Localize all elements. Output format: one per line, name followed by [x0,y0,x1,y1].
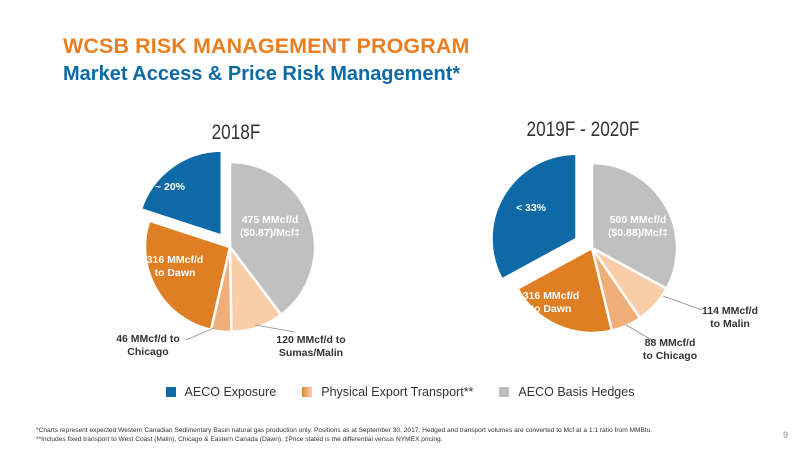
chart-title: 2018F [212,122,261,145]
legend-label: AECO Exposure [184,385,277,399]
pie-slice [228,160,317,317]
slice-label: 500 MMcf/d ($0.88)/Mcf‡ [608,214,668,239]
slice-label: 46 MMcf/d to Chicago [116,333,180,358]
slice-label: 120 MMcf/d to Sumas/Malin [276,334,345,359]
footnote-1: *Charts represent expected Western Canad… [36,427,653,434]
slide-subtitle: Market Access & Price Risk Management* [63,63,461,85]
pie-slice [590,161,679,291]
pie-slice [143,219,232,332]
legend-item-3: AECO Basis Hedges [499,385,634,399]
pie-chart-1: 2018F 475 MMcf/d ($0.87)/Mcf‡ 120 MMcf/d to… [116,122,346,359]
pie-chart-2: 2019F - 2020F 500 MMcf/d ($0.88)/Mcf‡ 114 M… [490,119,758,362]
slice-label: 316 MMcf/d to Dawn [147,254,204,279]
legend-label: Physical Export Transport** [321,385,474,399]
slice-label: 475 MMcf/d ($0.87)/Mcf‡ [240,214,300,239]
legend-item-1: AECO Exposure [165,385,277,399]
footnote-2: **Includes fixed transport to West Coast… [36,436,443,443]
slide-title: WCSB RISK MANAGEMENT PROGRAM [63,34,470,58]
leader-line [254,324,296,333]
leader-line [662,295,703,311]
chart-title: 2019F - 2020F [527,119,640,142]
legend: AECO Exposure Physical Export Transport**… [0,385,800,399]
leader-line [625,324,653,341]
footnotes: *Charts represent expected Western Canad… [36,426,756,444]
page-number: 9 [782,430,788,440]
legend-label: AECO Basis Hedges [518,385,635,399]
pie-charts: 2018F 475 MMcf/d ($0.87)/Mcf‡ 120 MMcf/d to… [116,119,758,362]
slice-label: 316 MMcf/d to Dawn [523,290,580,315]
slice-label: < 33% [516,202,547,214]
slice-label: 114 MMcf/d to Malin [702,305,758,330]
legend-swatch [165,387,176,397]
slice-label: ~ 20% [155,181,186,193]
leader-line [185,327,215,341]
pie-slice [515,246,614,335]
legend-item-2: Physical Export Transport** [302,385,473,399]
legend-swatch [499,387,510,397]
pie-slice [139,149,224,238]
pie-slice [490,152,578,282]
slice-label: 88 MMcf/d to Chicago [643,337,697,362]
legend-swatch [302,387,313,397]
